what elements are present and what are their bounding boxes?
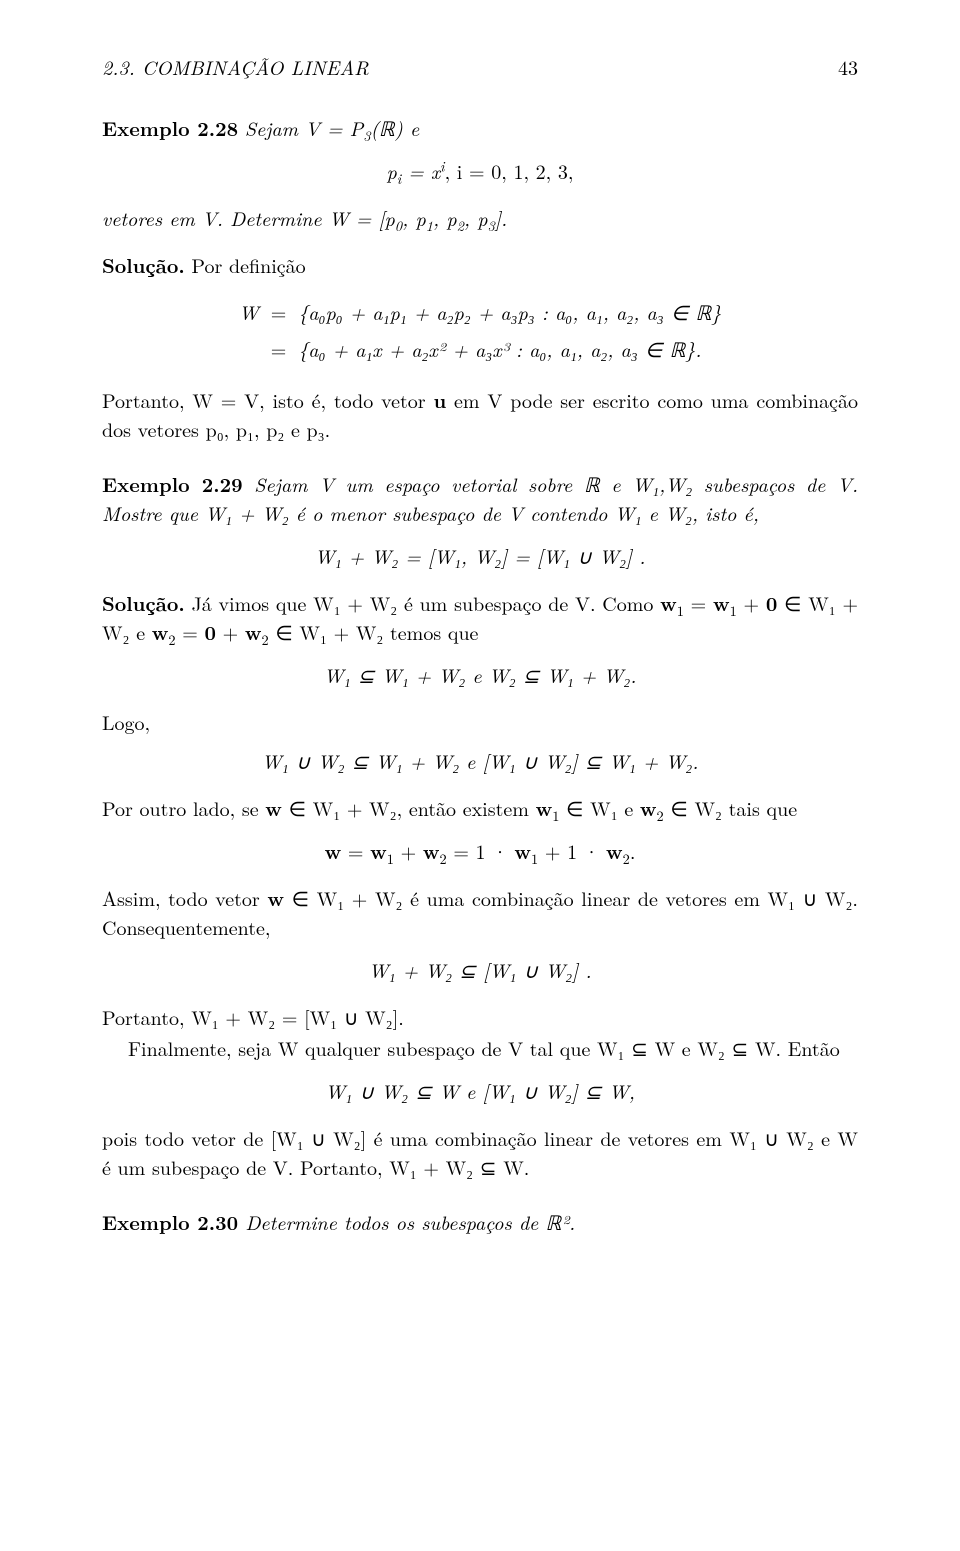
- por-outro-lado: Por outro lado, se w ∈ W₁ + W₂, então ex…: [102, 793, 858, 822]
- display-eq-subset1: W₁ ⊆ W₁ + W₂ e W₂ ⊆ W₁ + W₂.: [102, 660, 858, 689]
- finalmente-line: Finalmente, seja W qualquer subespaço de…: [102, 1033, 858, 1062]
- example-230-text: Determine todos os subespaços de ℝ².: [238, 1207, 575, 1236]
- align-rhs-1: {a₀p₀ + a₁p₁ + a₂p₂ + a₃p₃ : a₀, a₁, a₂,…: [292, 293, 727, 330]
- display-eq-subset4: W₁ ∪ W₂ ⊆ W e [W₁ ∪ W₂] ⊆ W,: [102, 1076, 858, 1105]
- example-228-label: Exemplo 2.28: [102, 113, 238, 142]
- align-table: W = {a₀p₀ + a₁p₁ + a₂p₂ + a₃p₃ : a₀, a₁,…: [233, 293, 728, 367]
- page-number: 43: [838, 52, 858, 81]
- solution-228-intro: Por definição: [185, 250, 306, 279]
- solution-228-heading: Solução. Por definição: [102, 250, 858, 279]
- solution-label: Solução.: [102, 250, 185, 279]
- align-lhs: W: [233, 293, 265, 330]
- example-230-statement: Exemplo 2.30 Determine todos os subespaç…: [102, 1207, 858, 1236]
- example-228-text-a: Sejam V = P3(ℝ) e: [245, 113, 419, 142]
- pois-para: pois todo vetor de [W₁ ∪ W₂] é uma combi…: [102, 1123, 858, 1181]
- logo-line: Logo,: [102, 707, 858, 736]
- conclusion-228: Portanto, W = V, isto é, todo vetor u em…: [102, 385, 858, 443]
- example-228-line2: vetores em V. Determine W = [p0, p1, p2,…: [102, 203, 858, 232]
- section-title: 2.3. COMBINAÇÃO LINEAR: [102, 52, 369, 81]
- display-align-W: W = {a₀p₀ + a₁p₁ + a₂p₂ + a₃p₃ : a₀, a₁,…: [102, 293, 858, 367]
- align-eq-2: =: [265, 330, 293, 367]
- display-eq-sum-span: W₁ + W₂ = [W₁, W₂] = [W₁ ∪ W₂] .: [102, 541, 858, 570]
- running-header: 2.3. COMBINAÇÃO LINEAR 43: [102, 52, 858, 81]
- display-eq-decomp: w = w1 + w2 = 1 · w1 + 1 · w2.: [102, 836, 858, 865]
- align-eq-1: =: [265, 293, 293, 330]
- portanto-line: Portanto, W₁ + W₂ = [W₁ ∪ W₂].: [102, 1002, 858, 1031]
- solution-229-label: Solução.: [102, 588, 185, 617]
- assim-para: Assim, todo vetor w ∈ W₁ + W₂ é uma comb…: [102, 883, 858, 941]
- example-229-statement: Exemplo 2.29 Sejam V um espaço vetorial …: [102, 469, 858, 527]
- display-eq-subset2: W₁ ∪ W₂ ⊆ W₁ + W₂ e [W₁ ∪ W₂] ⊆ W₁ + W₂.: [102, 746, 858, 775]
- example-228-statement: Exemplo 2.28 Sejam V = P3(ℝ) e: [102, 113, 858, 142]
- align-rhs-2: {a₀ + a₁x + a₂x² + a₃x³ : a₀, a₁, a₂, a₃…: [292, 330, 727, 367]
- example-229-label: Exemplo 2.29: [102, 469, 243, 498]
- display-eq-subset3: W₁ + W₂ ⊆ [W₁ ∪ W₂] .: [102, 955, 858, 984]
- example-230-label: Exemplo 2.30: [102, 1207, 238, 1236]
- solution-229: Solução. Já vimos que W₁ + W₂ é um subes…: [102, 588, 858, 646]
- display-eq-pi: pi = xi, i = 0, 1, 2, 3,: [102, 156, 858, 185]
